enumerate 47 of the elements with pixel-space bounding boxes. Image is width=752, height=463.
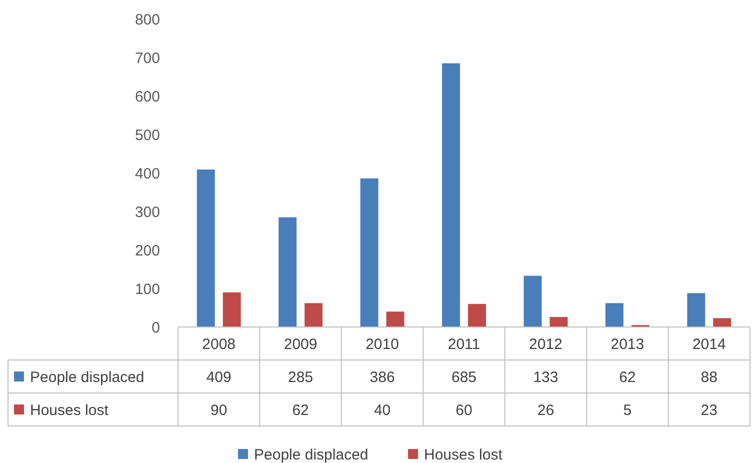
y-tick-label: 400 <box>134 165 160 182</box>
y-tick-label: 100 <box>134 280 160 298</box>
data-label: 90 <box>210 402 228 419</box>
data-label: 285 <box>288 368 314 386</box>
data-label: 62 <box>619 368 636 386</box>
text: People displaced <box>254 446 368 463</box>
y-tick-label: 700 <box>134 50 160 67</box>
data-label: 62 <box>292 402 309 419</box>
bar <box>304 303 323 327</box>
legend-label: Houses lost <box>424 446 504 463</box>
data-label: 133 <box>533 368 558 386</box>
data-label: 5 <box>623 402 632 419</box>
data-label: 23 <box>700 402 718 419</box>
data-label: 386 <box>370 368 395 386</box>
x-tick-label: 2010 <box>366 336 399 353</box>
text: Houses lost <box>30 402 108 419</box>
bar <box>713 318 732 327</box>
bar <box>442 63 460 327</box>
x-tick-label: 2014 <box>692 336 726 353</box>
y-tick-label: 800 <box>134 11 160 28</box>
y-tick-label: 200 <box>134 242 160 260</box>
data-label: 685 <box>451 368 477 386</box>
legend-label: People displaced <box>30 368 144 386</box>
bar <box>550 316 568 327</box>
bar <box>524 276 542 327</box>
data-label: 40 <box>374 402 391 419</box>
x-tick-label: 2013 <box>610 336 644 353</box>
bar <box>278 217 297 327</box>
x-tick-label: 2012 <box>529 336 562 353</box>
bar <box>468 304 486 327</box>
x-tick-label: 2011 <box>448 336 480 353</box>
y-tick-label: 300 <box>134 204 160 221</box>
bar <box>605 303 624 327</box>
data-label: 60 <box>456 402 472 419</box>
x-tick-label: 2009 <box>284 336 318 353</box>
bar <box>386 312 404 327</box>
y-tick-label: 600 <box>134 88 160 106</box>
bar <box>360 178 378 327</box>
x-tick-label: 2008 <box>202 336 236 353</box>
data-label: 26 <box>537 402 554 419</box>
data-label: 88 <box>700 368 718 386</box>
bar <box>196 170 215 327</box>
y-tick-label: 500 <box>134 126 160 144</box>
y-tick-label: 0 <box>152 319 160 336</box>
bar <box>222 292 241 327</box>
bar <box>687 293 706 327</box>
data-label: 409 <box>206 368 232 386</box>
